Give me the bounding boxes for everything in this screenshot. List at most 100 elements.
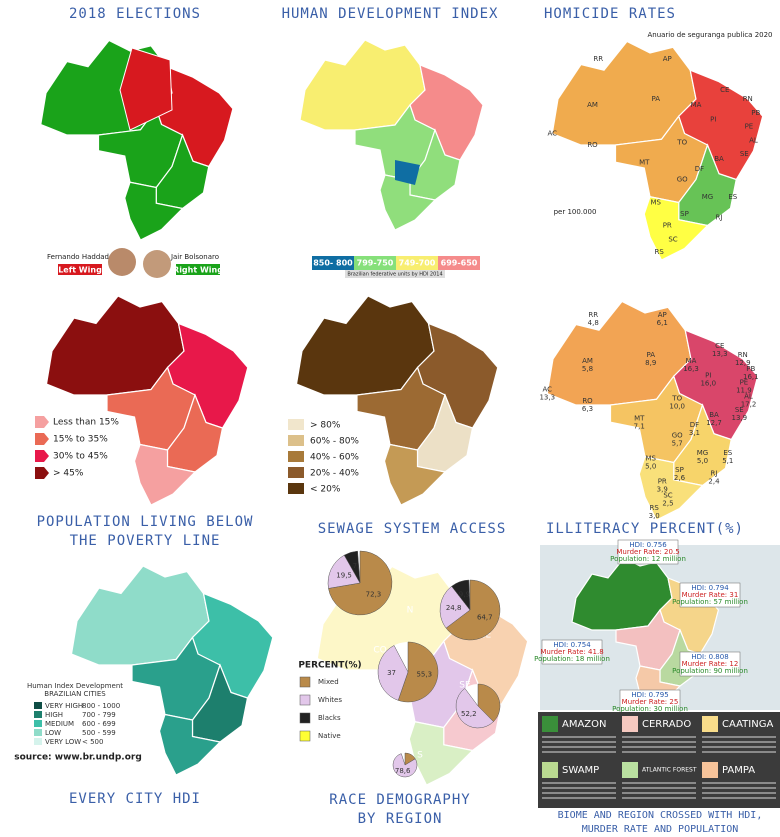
legend-swatch — [288, 435, 304, 446]
slice-label: 72,3 — [366, 590, 382, 598]
legend-label: Less than 15% — [53, 418, 119, 428]
panel-title: BY REGION — [358, 811, 443, 827]
legend-swatch — [35, 450, 49, 462]
unit-label: per 100.000 — [554, 208, 597, 216]
caption: Brazilian federative units by HDI 2014 — [347, 272, 442, 278]
info-line: Population: 57 million — [672, 598, 748, 606]
pie-slice — [477, 683, 501, 723]
panel-title: MURDER RATE AND POPULATION — [582, 824, 739, 835]
candidate-name: Jair Bolsonaro — [170, 253, 219, 261]
state-value: 17,2 — [741, 400, 757, 408]
brazil-map — [70, 565, 274, 776]
state-value: 3,9 — [657, 486, 668, 494]
legend-swatch — [35, 433, 49, 445]
panel-title: SEWAGE SYSTEM ACCESS — [318, 521, 507, 537]
info-line: Murder Rate: 20.5 — [616, 548, 679, 556]
state-label: RO — [587, 141, 598, 149]
region — [379, 174, 437, 231]
state-label: SE — [735, 406, 744, 414]
info-box — [619, 689, 681, 715]
legend-swatch — [34, 738, 42, 745]
text-placeholder — [542, 746, 616, 748]
legend-swatch — [288, 467, 304, 478]
state-label: CE — [715, 342, 724, 350]
state-value: 5,7 — [672, 440, 683, 448]
legend-label: VERY HIGH — [45, 702, 83, 710]
state-value: 4,8 — [588, 319, 599, 327]
state-label: AC — [542, 386, 552, 394]
region — [119, 47, 173, 131]
state-label: PE — [745, 123, 754, 131]
legend-label: 799-750 — [357, 259, 394, 268]
state-value: 10,0 — [669, 403, 685, 411]
region — [638, 456, 704, 521]
info-line: Murder Rate: 41.8 — [540, 648, 603, 656]
state-label: CE — [720, 86, 729, 94]
legend-swatch — [396, 256, 438, 270]
text-placeholder — [542, 797, 616, 799]
source-note: source: www.br.undp.org — [14, 753, 142, 763]
legend-title: Human Index Development — [27, 682, 123, 690]
state-label: RJ — [711, 469, 718, 477]
text-placeholder — [542, 787, 616, 789]
candidate-side: Left Wing — [58, 266, 102, 275]
info-box — [679, 582, 741, 608]
biome-name: ATLANTIC FOREST — [642, 767, 697, 774]
legend-swatch — [622, 716, 638, 732]
biome-name: CAATINGA — [722, 719, 773, 730]
legend-label: > 80% — [310, 421, 341, 431]
legend-range: 700 - 799 — [82, 711, 116, 719]
side-badge — [176, 264, 220, 275]
brazil-map — [299, 39, 484, 231]
legend-range: 800 - 1000 — [82, 702, 120, 710]
state-label: RS — [650, 504, 660, 512]
legend-swatch — [288, 483, 304, 494]
candidate-photo — [143, 250, 171, 278]
state-label: PE — [740, 379, 749, 387]
state-value: 13,3 — [539, 394, 555, 402]
panel-title: EVERY CITY HDI — [69, 791, 201, 807]
state-value: 2,4 — [708, 477, 720, 485]
legend-swatch — [288, 419, 304, 430]
legend-swatch — [299, 712, 311, 724]
slice-label: 19,5 — [336, 571, 352, 579]
candidate-name: Fernando Haddad — [47, 253, 109, 261]
state-value: 13,9 — [732, 414, 748, 422]
pie-slice — [327, 554, 361, 589]
text-placeholder — [542, 736, 616, 738]
state-label: PB — [746, 365, 755, 373]
state-label: TO — [676, 139, 687, 147]
state-value: 5,8 — [582, 365, 593, 373]
state-value: 16,1 — [743, 373, 759, 381]
text-placeholder — [622, 736, 696, 738]
legend-swatch — [438, 256, 480, 270]
state-label: RS — [655, 248, 665, 256]
legend-label: 15% to 35% — [53, 435, 108, 445]
panel-title: RACE DEMOGRAPHY — [329, 792, 470, 808]
state-label: MS — [646, 455, 657, 463]
legend-range: < 500 — [82, 738, 103, 746]
source-note: Anuario de seguranga publica 2020 — [647, 31, 772, 39]
text-placeholder — [702, 736, 776, 738]
state-value: 16,0 — [700, 380, 716, 388]
state-label: PA — [651, 95, 660, 103]
region-name: CO — [373, 646, 386, 656]
info-box — [617, 539, 679, 565]
state-label: ES — [728, 193, 737, 201]
state-label: MT — [639, 158, 650, 166]
state-value: 3,1 — [689, 429, 700, 437]
state-label: PI — [705, 372, 711, 380]
text-placeholder — [542, 792, 616, 794]
legend-swatch — [702, 716, 718, 732]
state-label: AM — [587, 101, 598, 109]
info-line: Murder Rate: 25 — [622, 698, 679, 706]
state-label: RR — [588, 311, 598, 319]
state-label: SC — [663, 491, 672, 499]
text-placeholder — [622, 797, 696, 799]
state-label: PR — [663, 222, 672, 230]
state-label: AL — [744, 392, 753, 400]
panel-title: ILLITERACY PERCENT(%) — [546, 521, 744, 537]
text-placeholder — [702, 797, 776, 799]
panel-title: THE POVERTY LINE — [70, 533, 221, 549]
brazil-map — [295, 295, 499, 506]
